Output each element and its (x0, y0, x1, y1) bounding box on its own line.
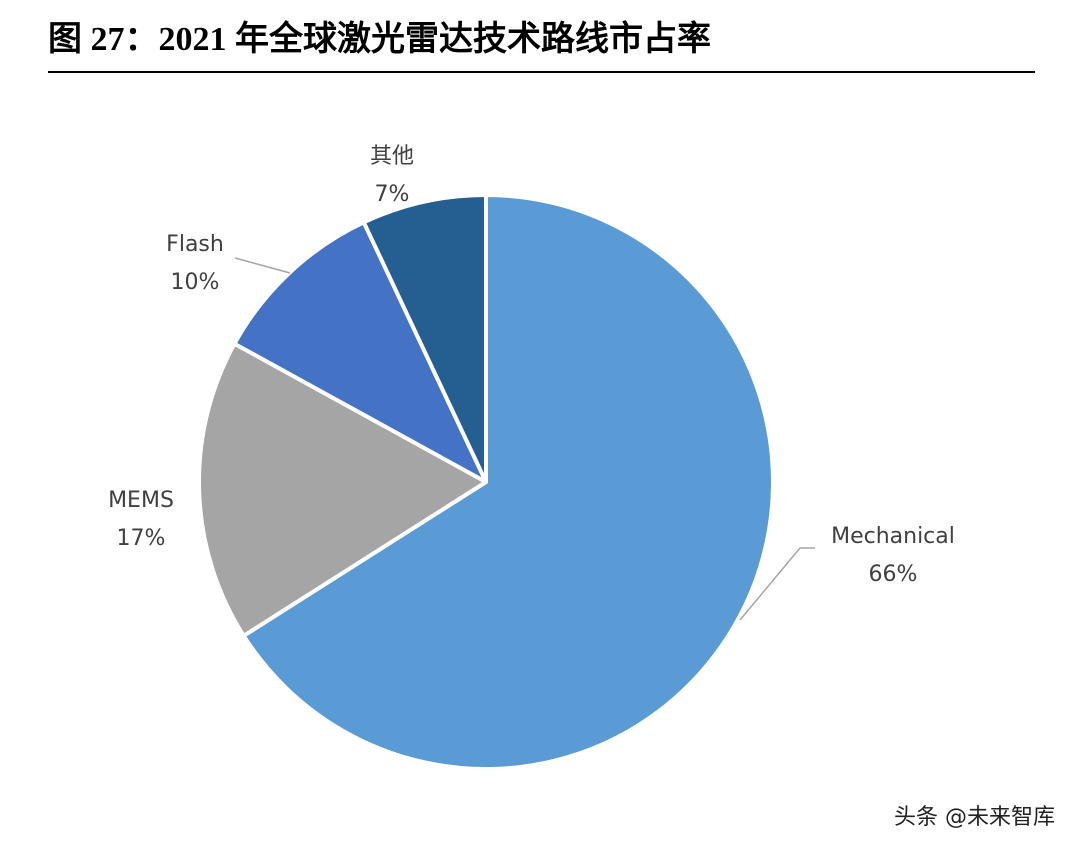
slice-value-label: 10% (171, 270, 220, 295)
slice-name: 其他 (370, 144, 414, 169)
chart-title: 图 27：2021 年全球激光雷达技术路线市占率 (48, 19, 711, 58)
pie-slice (241, 193, 775, 771)
slice-name: MEMS (108, 488, 174, 513)
slice-name: Mechanical (831, 524, 955, 549)
slice-value-label: 17% (117, 526, 166, 551)
leader-line (234, 257, 291, 274)
labels: Mechanical 66% MEMS 17% Flash 10% 其他 7% (108, 144, 955, 621)
slice-value-label: 7% (375, 182, 410, 207)
pie (197, 193, 775, 771)
leader-line (739, 547, 815, 621)
slice-name: Flash (166, 232, 224, 257)
slice-value-label: 66% (869, 562, 918, 587)
pie-slice (361, 193, 488, 484)
pie-slice (197, 341, 488, 638)
watermark: 头条 @未来智库 (894, 805, 1055, 830)
